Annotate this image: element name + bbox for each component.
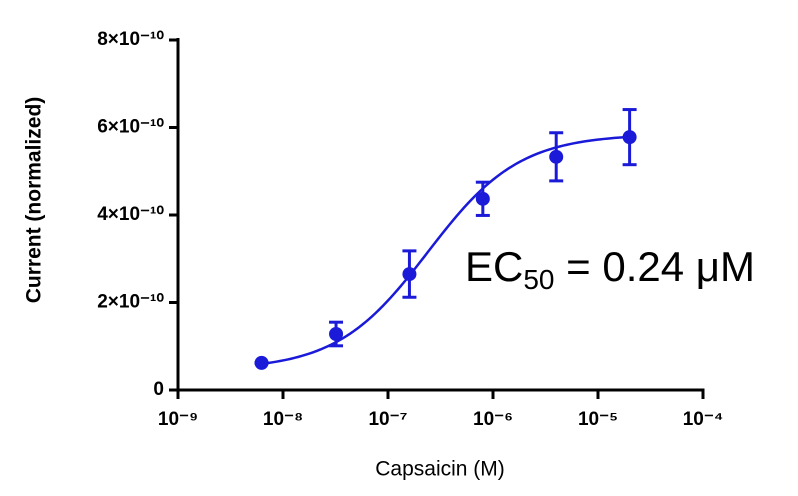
point <box>402 267 417 282</box>
x-tick-label: 10⁻⁴ <box>683 409 724 430</box>
point <box>254 355 269 370</box>
annotation: EC50 = 0.24 μM <box>465 243 755 295</box>
y-tick-label: 6×10⁻¹⁰ <box>97 117 164 138</box>
x-tick-label: 10⁻⁸ <box>263 409 303 430</box>
y-tick-label: 8×10⁻¹⁰ <box>97 29 164 50</box>
annotation-subscript: 50 <box>523 264 554 295</box>
y-tick-label: 0 <box>153 379 164 400</box>
point <box>475 191 490 206</box>
x-tick-label: 10⁻⁹ <box>158 409 198 430</box>
point <box>549 149 564 164</box>
y-axis-title: Current (normalized) <box>23 97 46 304</box>
y-tick-label: 4×10⁻¹⁰ <box>97 204 164 225</box>
x-tick-label: 10⁻⁵ <box>578 409 618 430</box>
annotation-text: EC <box>465 243 523 290</box>
point <box>622 130 637 145</box>
x-tick-label: 10⁻⁷ <box>368 409 407 430</box>
point <box>329 327 344 341</box>
fit-curve <box>261 135 630 366</box>
x-axis-title: Capsaicin (M) <box>375 458 505 481</box>
annotation-text: = 0.24 μM <box>555 243 755 290</box>
x-tick-label: 10⁻⁶ <box>473 409 513 430</box>
y-tick-label: 2×10⁻¹⁰ <box>97 292 164 313</box>
